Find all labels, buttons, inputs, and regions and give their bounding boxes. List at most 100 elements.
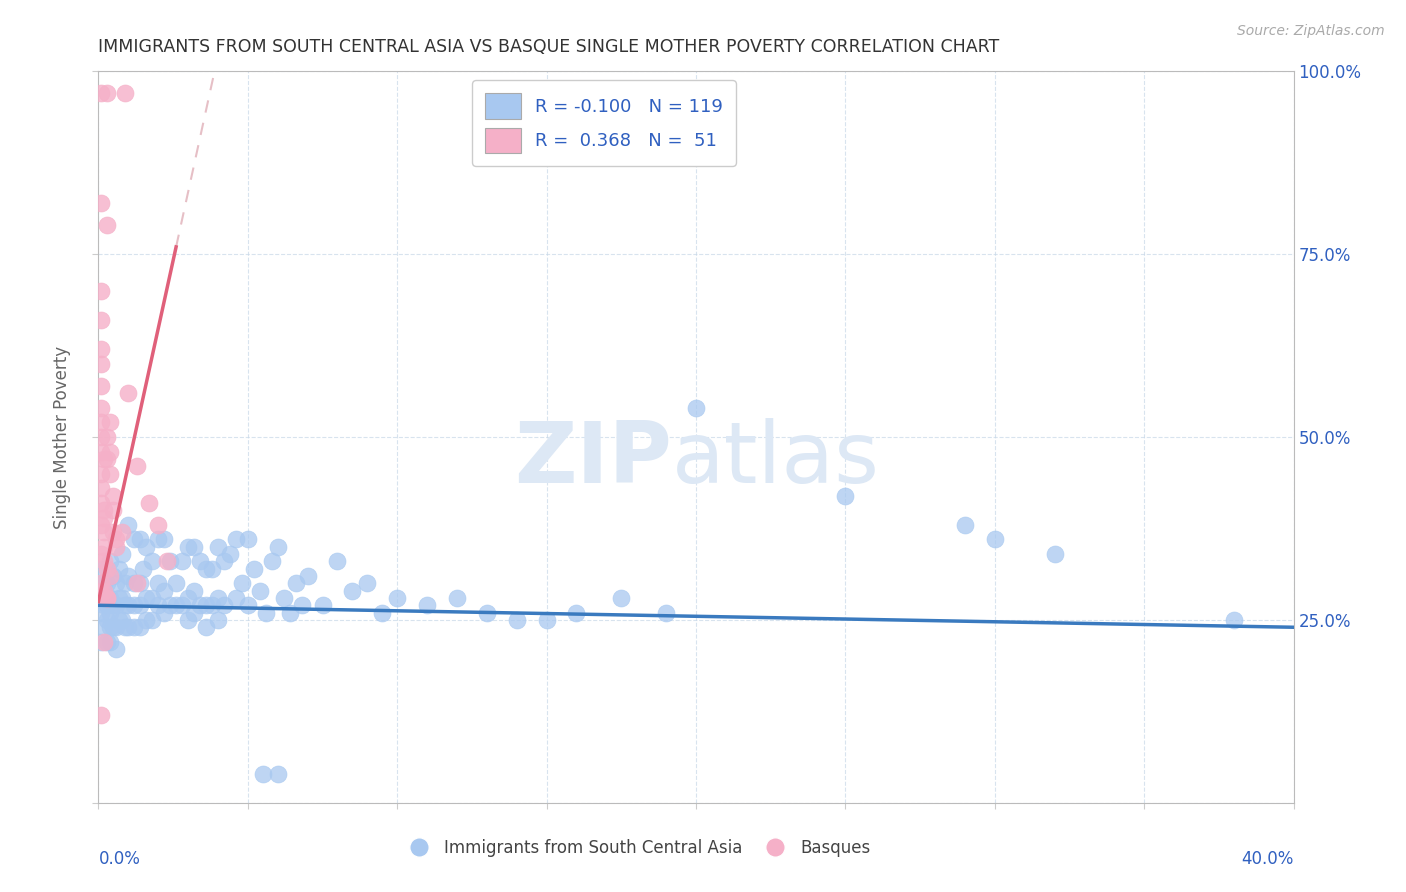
Text: Source: ZipAtlas.com: Source: ZipAtlas.com bbox=[1237, 24, 1385, 38]
Point bbox=[236, 599, 259, 613]
Point bbox=[98, 620, 122, 634]
Point bbox=[90, 416, 112, 430]
Point bbox=[93, 599, 115, 613]
Point bbox=[129, 599, 152, 613]
Point bbox=[90, 379, 112, 393]
Point bbox=[90, 284, 112, 298]
Point bbox=[159, 554, 181, 568]
Point bbox=[93, 540, 115, 554]
Point bbox=[188, 554, 211, 568]
Point bbox=[105, 576, 128, 591]
Point bbox=[93, 554, 115, 568]
Point bbox=[114, 599, 136, 613]
Point bbox=[90, 591, 112, 605]
Point bbox=[124, 599, 146, 613]
Point bbox=[207, 591, 229, 605]
Point bbox=[96, 218, 118, 232]
Point bbox=[129, 620, 152, 634]
Point bbox=[98, 606, 122, 620]
Point bbox=[103, 599, 125, 613]
Point bbox=[90, 708, 112, 723]
Point bbox=[195, 562, 218, 576]
Point bbox=[177, 613, 200, 627]
Y-axis label: Single Mother Poverty: Single Mother Poverty bbox=[53, 345, 72, 529]
Point bbox=[111, 547, 134, 561]
Point bbox=[111, 525, 134, 540]
Point bbox=[385, 591, 409, 605]
Point bbox=[135, 613, 157, 627]
Point bbox=[475, 606, 498, 620]
Point bbox=[610, 591, 633, 605]
Point bbox=[141, 554, 163, 568]
Point bbox=[114, 87, 136, 101]
Text: IMMIGRANTS FROM SOUTH CENTRAL ASIA VS BASQUE SINGLE MOTHER POVERTY CORRELATION C: IMMIGRANTS FROM SOUTH CENTRAL ASIA VS BA… bbox=[98, 38, 1000, 56]
Point bbox=[127, 576, 149, 591]
Point bbox=[201, 562, 224, 576]
Point bbox=[103, 620, 125, 634]
Point bbox=[284, 576, 307, 591]
Point bbox=[135, 540, 157, 554]
Point bbox=[153, 533, 176, 547]
Point bbox=[953, 517, 976, 532]
Point bbox=[132, 562, 155, 576]
Point bbox=[141, 613, 163, 627]
Point bbox=[183, 540, 205, 554]
Point bbox=[165, 576, 187, 591]
Point bbox=[93, 510, 115, 524]
Point bbox=[90, 401, 112, 415]
Point bbox=[267, 540, 290, 554]
Legend: Immigrants from South Central Asia, Basques: Immigrants from South Central Asia, Basq… bbox=[395, 832, 877, 864]
Point bbox=[342, 583, 364, 598]
Point bbox=[103, 503, 125, 517]
Point bbox=[96, 591, 118, 605]
Point bbox=[93, 525, 115, 540]
Point bbox=[108, 562, 131, 576]
Text: atlas: atlas bbox=[672, 417, 880, 500]
Point bbox=[90, 467, 112, 481]
Point bbox=[153, 583, 176, 598]
Point bbox=[236, 533, 259, 547]
Point bbox=[105, 620, 128, 634]
Point bbox=[90, 430, 112, 444]
Point bbox=[207, 613, 229, 627]
Point bbox=[446, 591, 468, 605]
Point bbox=[90, 444, 112, 458]
Point bbox=[311, 599, 333, 613]
Point bbox=[252, 766, 274, 780]
Point bbox=[129, 533, 152, 547]
Point bbox=[506, 613, 529, 627]
Point bbox=[93, 576, 115, 591]
Point bbox=[90, 196, 112, 211]
Point bbox=[124, 620, 146, 634]
Point bbox=[291, 599, 314, 613]
Text: ZIP: ZIP bbox=[515, 417, 672, 500]
Point bbox=[212, 554, 235, 568]
Point bbox=[297, 569, 319, 583]
Point bbox=[153, 606, 176, 620]
Point bbox=[96, 87, 118, 101]
Point bbox=[1223, 613, 1246, 627]
Point bbox=[90, 517, 112, 532]
Point bbox=[93, 503, 115, 517]
Point bbox=[98, 416, 122, 430]
Point bbox=[93, 583, 115, 598]
Point bbox=[117, 599, 139, 613]
Point bbox=[98, 467, 122, 481]
Point bbox=[93, 620, 115, 634]
Point bbox=[98, 554, 122, 568]
Point bbox=[156, 554, 179, 568]
Text: 0.0%: 0.0% bbox=[98, 850, 141, 868]
Point bbox=[536, 613, 558, 627]
Point bbox=[93, 635, 115, 649]
Point bbox=[278, 606, 301, 620]
Point bbox=[90, 635, 112, 649]
Point bbox=[90, 547, 112, 561]
Point bbox=[90, 562, 112, 576]
Point bbox=[172, 599, 194, 613]
Point bbox=[834, 489, 856, 503]
Point bbox=[273, 591, 295, 605]
Point bbox=[201, 599, 224, 613]
Point bbox=[1043, 547, 1066, 561]
Point bbox=[96, 613, 118, 627]
Point bbox=[114, 576, 136, 591]
